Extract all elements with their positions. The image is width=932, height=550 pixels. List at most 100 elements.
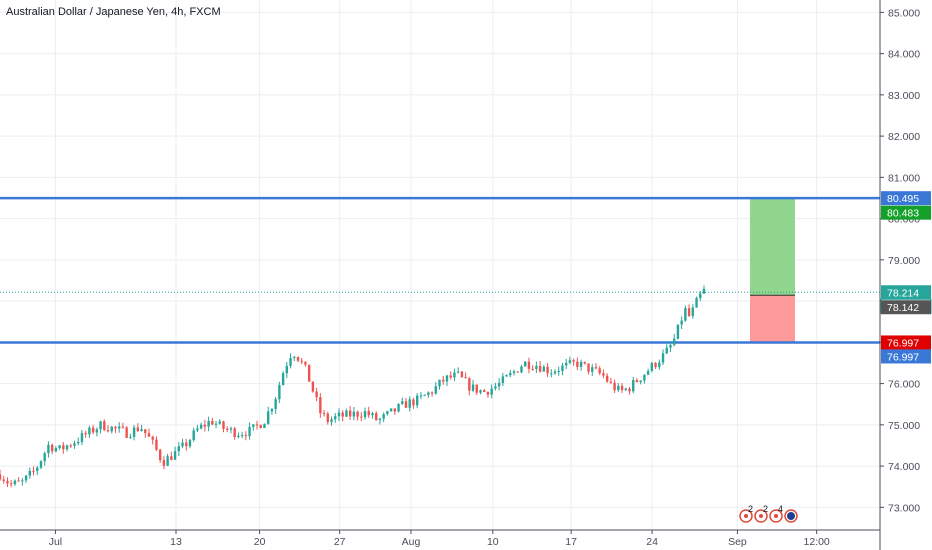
position-profit-zone[interactable] (750, 198, 795, 296)
candle-body (99, 421, 102, 430)
candles (0, 285, 706, 488)
candle-body (423, 394, 426, 396)
candle-body (21, 480, 24, 482)
candle-body (613, 382, 616, 391)
candle-body (419, 395, 423, 397)
australia-flag-icon[interactable] (784, 509, 798, 523)
candle-body (639, 380, 642, 383)
candle-body (36, 467, 39, 471)
candle-body (43, 453, 46, 462)
candle-body (620, 385, 624, 391)
candle-body (289, 357, 292, 366)
candle-body (389, 408, 393, 412)
price-tags: 80.49580.48378.21458:5478.14276.99776.99… (880, 191, 932, 364)
candle-body (330, 419, 333, 423)
chart-title: Australian Dollar / Japanese Yen, 4h, FX… (6, 6, 221, 18)
price-tag-entry: 78.142 (881, 300, 931, 315)
candle-body (129, 436, 132, 438)
position-loss-zone[interactable] (750, 295, 795, 343)
candle-body (415, 395, 419, 406)
candle-body (550, 373, 553, 375)
candle-body (125, 427, 128, 438)
candle-body (84, 433, 87, 435)
svg-text:76.997: 76.997 (887, 351, 919, 363)
candle-body (177, 446, 180, 452)
candle-body (211, 420, 214, 425)
long-position-tool[interactable] (750, 198, 795, 343)
candle-body (445, 375, 449, 382)
candle-body (158, 449, 162, 461)
candle-body (632, 380, 635, 392)
candle-body (579, 361, 583, 367)
candle-body (170, 456, 173, 460)
time-axis-label: Aug (402, 536, 421, 548)
candle-body (39, 461, 43, 468)
price-axis-label: 83.000 (888, 90, 920, 102)
candle-body (665, 347, 668, 354)
candle-body (88, 427, 91, 435)
candle-body (505, 375, 508, 377)
candle-body (449, 375, 452, 378)
candle-body (2, 479, 5, 481)
candle-body (512, 371, 516, 374)
flag-icon[interactable]: 2 (754, 504, 768, 523)
candle-body (255, 424, 259, 426)
candle-body (676, 324, 680, 339)
candle-body (658, 362, 661, 367)
candle-body (185, 442, 188, 447)
candle-body (307, 364, 311, 382)
price-tag-last-price: 78.214 (881, 285, 931, 300)
candle-body (244, 435, 248, 437)
candle-body (199, 424, 203, 429)
candle-body (248, 426, 251, 437)
candle-body (319, 397, 322, 414)
flag-icon[interactable]: 4 (769, 504, 783, 523)
candle-body (151, 436, 154, 440)
candle-body (192, 430, 195, 441)
candle-body (274, 399, 277, 410)
candle-body (155, 439, 158, 450)
candle-body (617, 385, 620, 391)
candle-body (587, 363, 590, 372)
candle-body (218, 421, 221, 424)
candle-body (334, 416, 337, 420)
horizontal-lines[interactable] (0, 196, 880, 344)
candle-body (509, 373, 512, 376)
candle-body (386, 411, 389, 415)
candle-body (497, 382, 501, 387)
candle-body (594, 367, 598, 369)
candle-body (266, 411, 270, 424)
candle-body (494, 386, 497, 389)
candle-body (121, 426, 125, 428)
candle-body (222, 421, 225, 429)
candle-body (687, 308, 691, 316)
candle-body (404, 401, 408, 408)
time-axis-label: 10 (487, 536, 499, 548)
candle-body (110, 426, 113, 432)
candle-body (576, 361, 579, 367)
candle-body (520, 366, 523, 373)
candle-body (605, 375, 609, 382)
candle-body (278, 385, 281, 400)
price-tag-stop: 76.997 (881, 335, 931, 350)
price-axis-label: 74.000 (888, 461, 920, 473)
event-count: 2 (748, 504, 753, 514)
candle-body (6, 480, 9, 484)
svg-text:80.483: 80.483 (887, 208, 919, 220)
flag-icon[interactable]: 2 (739, 504, 753, 523)
candle-body (140, 429, 143, 431)
candle-body (602, 373, 605, 376)
candle-body (397, 403, 400, 412)
time-axis-label: 13 (170, 536, 182, 548)
candle-body (564, 362, 568, 366)
candle-body (229, 428, 233, 430)
candle-body (226, 428, 229, 430)
candle-body (471, 384, 475, 391)
candle-body (393, 408, 397, 412)
price-tag-resistance: 80.495 (881, 191, 931, 206)
candle-body (691, 307, 695, 316)
candle-body (702, 288, 706, 294)
candle-body (568, 360, 572, 363)
